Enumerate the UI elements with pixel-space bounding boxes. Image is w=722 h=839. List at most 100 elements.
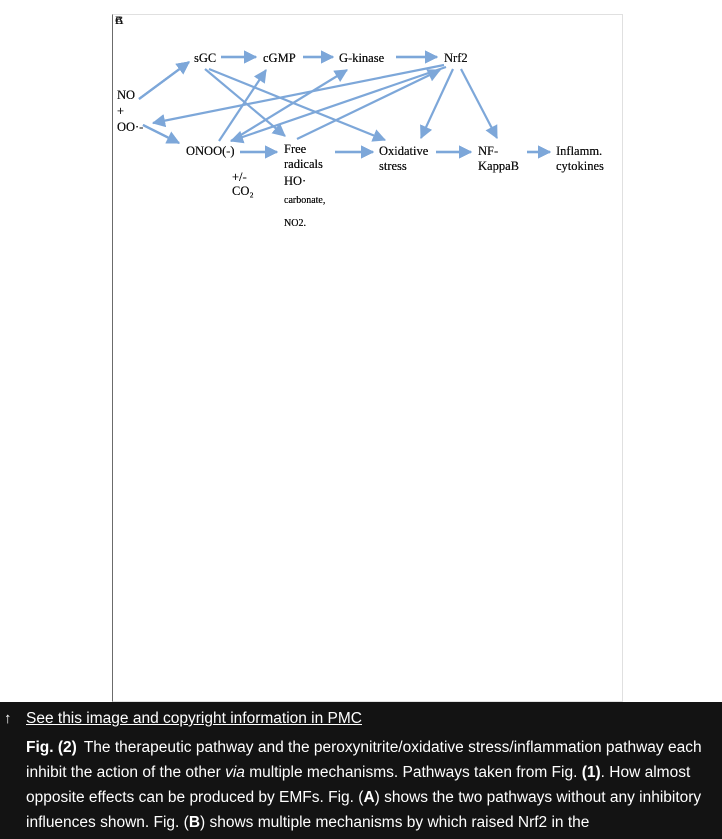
radicals-line: radicals <box>284 157 323 171</box>
plus-minus-label: +/- <box>232 170 247 184</box>
radicals-line: radicals <box>284 157 323 171</box>
radicals-line: radicals <box>284 157 323 171</box>
superoxide-label: OO·- <box>117 120 144 134</box>
node-nf-kappab: NF- KappaB <box>478 144 519 174</box>
no2-line: NO2. <box>284 218 306 229</box>
ho-radical-line: HO· <box>284 174 307 188</box>
plus-label: + <box>117 104 125 118</box>
node-inflamm-cytokines: Inflamm. cytokines <box>556 144 604 174</box>
figure-image[interactable]: A sGC cGMP G-kinase Nrf2 NO + OO·- ONOO(… <box>112 13 623 702</box>
caption-segment: via <box>225 764 245 781</box>
panel-c: C sGC cGMP G-kinase Nrf2 NO + OO·- ONOO(… <box>113 13 623 245</box>
node-oxidative-stress: Oxidative stress <box>379 144 428 174</box>
co2-label: CO₂ <box>232 184 254 198</box>
nf-line: NF- <box>478 144 499 158</box>
no-label: NO <box>117 88 136 102</box>
caption-segment: ) shows the two pathways without any inh… <box>26 789 702 831</box>
node-cgmp: cGMP <box>263 51 296 65</box>
caption-segment: . How almost opposite effects can be pro… <box>26 764 691 806</box>
kappab-line: KappaB <box>478 159 519 173</box>
kappab-line: KappaB <box>478 159 519 173</box>
cytokines-line: cytokines <box>556 159 604 173</box>
stress-line: stress <box>379 159 407 173</box>
no-label: NO <box>117 88 136 102</box>
carbonate-line: carbonate, <box>284 195 326 206</box>
panel-a: A sGC cGMP G-kinase Nrf2 NO + OO·- ONOO(… <box>113 13 623 245</box>
oxidative-line: Oxidative <box>379 144 429 158</box>
cytokines-line: cytokines <box>556 159 604 173</box>
ho-radical-line: HO· <box>284 174 307 188</box>
caption-segment: The therapeutic pathway and the peroxyni… <box>26 739 702 781</box>
pmc-link-row: ↑ See this image and copyright informati… <box>0 702 722 729</box>
nf-line: NF- <box>478 144 499 158</box>
label-co2-modifier: +/- CO₂ <box>232 170 254 198</box>
node-inflamm-cytokines: Inflamm. cytokines <box>556 144 604 174</box>
caption-segment: ) shows multiple mechanisms by which rai… <box>200 814 590 831</box>
node-sgc: sGC <box>194 51 217 65</box>
node-no-superoxide: NO + OO·- <box>117 87 143 135</box>
node-free-radicals: Free radicals HO· carbonate, NO2. <box>284 142 325 231</box>
node-sgc: sGC <box>194 51 217 65</box>
no-label: NO <box>117 88 136 102</box>
node-g-kinase: G-kinase <box>339 51 385 65</box>
pmc-image-link[interactable]: See this image and copyright information… <box>26 710 362 727</box>
label-co2-modifier: +/- CO₂ <box>232 170 254 198</box>
node-g-kinase: G-kinase <box>339 51 385 65</box>
stress-line: stress <box>379 159 407 173</box>
caption-segment: (1) <box>581 764 601 781</box>
kappab-line: KappaB <box>478 159 519 173</box>
free-line: Free <box>284 142 307 156</box>
free-line: Free <box>284 142 307 156</box>
no2-line: NO2. <box>284 218 306 229</box>
node-nrf2: Nrf2 <box>444 51 468 65</box>
pathway-arrows-c <box>138 50 552 159</box>
plus-minus-label: +/- <box>232 170 247 184</box>
carbonate-line: carbonate, <box>284 195 326 206</box>
superoxide-label: OO·- <box>117 120 144 134</box>
node-cgmp: cGMP <box>263 51 296 65</box>
up-arrow-icon[interactable]: ↑ <box>4 710 12 727</box>
node-nf-kappab: NF- KappaB <box>478 144 519 174</box>
node-cgmp: cGMP <box>263 51 296 65</box>
no2-line: NO2. <box>284 218 306 229</box>
panel-letter: B <box>115 13 124 27</box>
node-inflamm-cytokines: Inflamm. cytokines <box>556 144 604 174</box>
node-g-kinase: G-kinase <box>339 51 385 65</box>
node-oxidative-stress: Oxidative stress <box>379 144 428 174</box>
ho-radical-line: HO· <box>284 174 307 188</box>
caption-segment: multiple mechanisms. Pathways taken from… <box>244 764 582 781</box>
caption-fig-number: Fig. (2) <box>26 739 77 756</box>
plus-minus-label: +/- <box>232 170 247 184</box>
panel-letter: A <box>115 13 124 27</box>
superoxide-label: OO·- <box>117 120 144 134</box>
co2-label: CO₂ <box>232 184 254 198</box>
panel-letter: C <box>115 13 124 27</box>
caption-segment: B <box>188 814 201 831</box>
co2-label: CO₂ <box>232 184 254 198</box>
label-co2-modifier: +/- CO₂ <box>232 170 254 198</box>
carbonate-line: carbonate, <box>284 195 326 206</box>
plus-label: + <box>117 104 125 118</box>
oxidative-line: Oxidative <box>379 144 429 158</box>
inflamm-line: Inflamm. <box>556 144 603 158</box>
oxidative-line: Oxidative <box>379 144 429 158</box>
node-oxidative-stress: Oxidative stress <box>379 144 428 174</box>
inflamm-line: Inflamm. <box>556 144 603 158</box>
stress-line: stress <box>379 159 407 173</box>
figure-caption: Fig. (2) The therapeutic pathway and the … <box>0 729 722 835</box>
caption-segment: A <box>363 789 375 806</box>
node-onoo: ONOO(-) <box>186 144 235 158</box>
inflamm-line: Inflamm. <box>556 144 603 158</box>
node-nrf2: Nrf2 <box>444 51 468 65</box>
node-sgc: sGC <box>194 51 217 65</box>
node-no-superoxide: NO + OO·- <box>117 87 143 135</box>
node-onoo: ONOO(-) <box>186 144 235 158</box>
nf-line: NF- <box>478 144 499 158</box>
cytokines-line: cytokines <box>556 159 604 173</box>
plus-label: + <box>117 104 125 118</box>
node-free-radicals: Free radicals HO· carbonate, NO2. <box>284 142 325 231</box>
node-onoo: ONOO(-) <box>186 144 235 158</box>
node-nrf2: Nrf2 <box>444 51 468 65</box>
figure-caption-panel: ↑ See this image and copyright informati… <box>0 702 722 839</box>
node-free-radicals: Free radicals HO· carbonate, NO2. <box>284 142 325 231</box>
